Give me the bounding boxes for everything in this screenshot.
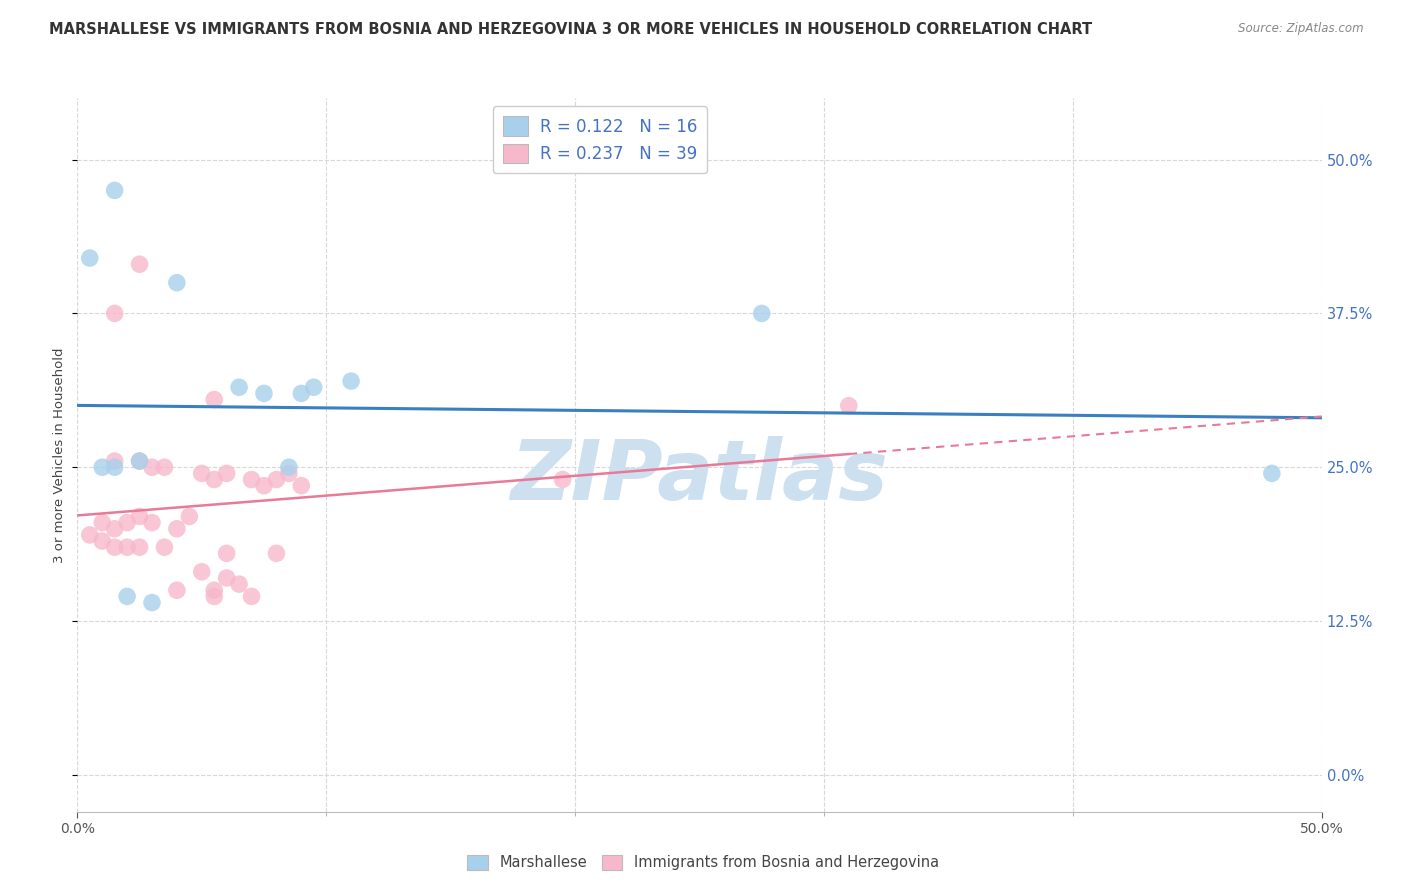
Point <box>141 460 163 475</box>
Legend: Marshallese, Immigrants from Bosnia and Herzegovina: Marshallese, Immigrants from Bosnia and … <box>461 848 945 876</box>
Point <box>838 399 860 413</box>
Point <box>215 571 238 585</box>
Y-axis label: 3 or more Vehicles in Household: 3 or more Vehicles in Household <box>52 347 66 563</box>
Text: Source: ZipAtlas.com: Source: ZipAtlas.com <box>1239 22 1364 36</box>
Point <box>277 460 299 475</box>
Point <box>128 509 150 524</box>
Point <box>228 577 250 591</box>
Point <box>128 257 150 271</box>
Point <box>228 380 250 394</box>
Point <box>104 522 127 536</box>
Point <box>551 473 574 487</box>
Point <box>104 183 127 197</box>
Point <box>202 473 225 487</box>
Text: ZIPatlas: ZIPatlas <box>510 436 889 516</box>
Point <box>128 540 150 554</box>
Point <box>153 460 176 475</box>
Point <box>1261 467 1284 481</box>
Point <box>141 516 163 530</box>
Point <box>253 386 276 401</box>
Point <box>191 565 214 579</box>
Point <box>215 467 238 481</box>
Point <box>202 392 225 407</box>
Text: MARSHALLESE VS IMMIGRANTS FROM BOSNIA AND HERZEGOVINA 3 OR MORE VEHICLES IN HOUS: MARSHALLESE VS IMMIGRANTS FROM BOSNIA AN… <box>49 22 1092 37</box>
Point <box>302 380 325 394</box>
Point <box>253 478 276 492</box>
Point <box>115 516 138 530</box>
Point <box>115 590 138 604</box>
Point <box>104 540 127 554</box>
Point <box>751 306 773 320</box>
Point <box>202 583 225 598</box>
Point <box>240 473 263 487</box>
Point <box>166 276 188 290</box>
Point <box>104 454 127 468</box>
Point <box>202 590 225 604</box>
Point <box>266 546 288 560</box>
Point <box>91 516 114 530</box>
Point <box>141 596 163 610</box>
Point <box>128 454 150 468</box>
Point <box>166 583 188 598</box>
Point <box>115 540 138 554</box>
Legend: R = 0.122   N = 16, R = 0.237   N = 39: R = 0.122 N = 16, R = 0.237 N = 39 <box>494 106 707 173</box>
Point <box>104 460 127 475</box>
Point <box>290 386 312 401</box>
Point <box>166 522 188 536</box>
Point <box>79 251 101 265</box>
Point <box>91 460 114 475</box>
Point <box>179 509 201 524</box>
Point <box>340 374 363 388</box>
Point <box>104 306 127 320</box>
Point <box>191 467 214 481</box>
Point <box>153 540 176 554</box>
Point <box>290 478 312 492</box>
Point <box>215 546 238 560</box>
Point <box>91 534 114 549</box>
Point <box>277 467 299 481</box>
Point <box>240 590 263 604</box>
Point <box>266 473 288 487</box>
Point <box>79 528 101 542</box>
Point <box>128 454 150 468</box>
